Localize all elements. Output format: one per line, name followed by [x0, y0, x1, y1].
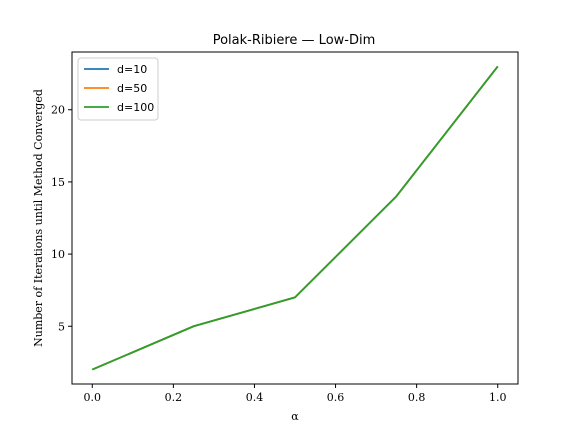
x-tick-label: 0.6: [327, 391, 345, 404]
chart-title: Polak-Ribiere — Low-Dim: [213, 33, 376, 48]
x-tick-label: 0.4: [246, 391, 264, 404]
x-axis-label: α: [291, 410, 299, 423]
series-lines: [91, 65, 499, 371]
legend-label: d=50: [117, 82, 147, 95]
y-tick-label: 10: [51, 248, 65, 261]
x-tick-label: 0.0: [84, 391, 102, 404]
x-tick-label: 0.8: [408, 391, 426, 404]
y-tick-label: 20: [51, 104, 65, 117]
legend-label: d=10: [117, 63, 147, 76]
x-tick-label: 1.0: [489, 391, 507, 404]
y-tick-label: 15: [51, 176, 65, 189]
legend: d=10 d=50 d=100: [77, 57, 159, 121]
x-tick-label: 0.2: [165, 391, 183, 404]
y-axis-label: Number of Iterations until Method Conver…: [32, 89, 45, 347]
y-tick-label: 5: [58, 320, 65, 333]
legend-box: [77, 57, 159, 121]
x-axis: 0.0 0.2 0.4 0.6 0.8 1.0: [84, 384, 507, 404]
series-line-d-100: [91, 65, 499, 371]
y-axis: 5 10 15 20: [51, 104, 72, 333]
legend-label: d=100: [117, 101, 154, 114]
